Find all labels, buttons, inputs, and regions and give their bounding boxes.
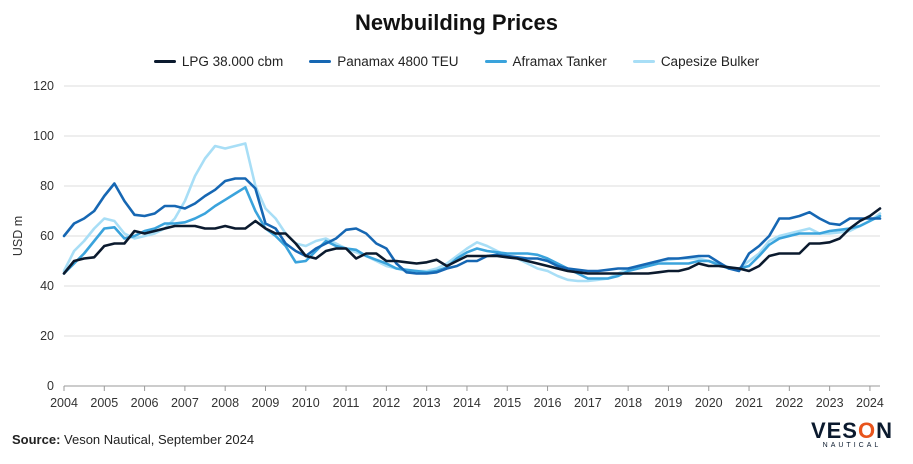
x-tick-label: 2005	[90, 396, 118, 410]
legend-swatch	[632, 60, 655, 63]
x-tick-label: 2006	[131, 396, 159, 410]
series-line-lpg-38-000-cbm	[62, 207, 882, 275]
legend-swatch	[484, 60, 507, 63]
source-label: Source:	[12, 432, 61, 447]
series-line-aframax-tanker	[62, 186, 882, 280]
y-tick-label: 120	[33, 79, 54, 93]
y-axis-label: USD m	[11, 216, 25, 256]
legend-swatch	[309, 60, 332, 63]
x-tick-label: 2015	[493, 396, 521, 410]
legend-item: LPG 38.000 cbm	[153, 54, 284, 69]
source-note: Source: Veson Nautical, September 2024	[12, 432, 254, 447]
x-tick-label: 2019	[655, 396, 683, 410]
x-tick-label: 2023	[816, 396, 844, 410]
x-tick-label: 2014	[453, 396, 481, 410]
x-tick-label: 2007	[171, 396, 199, 410]
x-tick-label: 2010	[292, 396, 320, 410]
x-tick-label: 2004	[50, 396, 78, 410]
y-tick-label: 40	[40, 279, 54, 293]
legend-label: LPG 38.000 cbm	[181, 54, 284, 69]
x-tick-label: 2024	[856, 396, 884, 410]
legend-label: Capesize Bulker	[660, 54, 760, 69]
y-tick-label: 60	[40, 229, 54, 243]
x-tick-label: 2022	[775, 396, 803, 410]
chart-legend: LPG 38.000 cbm Panamax 4800 TEU Aframax Ta…	[0, 54, 913, 69]
x-tick-label: 2011	[333, 396, 360, 410]
x-tick-label: 2012	[372, 396, 400, 410]
y-tick-label: 0	[47, 379, 54, 393]
x-tick-label: 2017	[574, 396, 602, 410]
legend-label: Aframax Tanker	[512, 54, 607, 69]
y-tick-label: 20	[40, 329, 54, 343]
chart-title: Newbuilding Prices	[355, 10, 558, 35]
y-tick-label: 80	[40, 179, 54, 193]
series-line-panamax-4800-teu	[62, 177, 882, 275]
legend-item: Capesize Bulker	[632, 54, 760, 69]
x-tick-label: 2013	[413, 396, 441, 410]
y-tick-label: 100	[33, 129, 54, 143]
x-tick-label: 2021	[735, 396, 763, 410]
legend-label: Panamax 4800 TEU	[337, 54, 459, 69]
x-tick-label: 2018	[614, 396, 642, 410]
x-tick-label: 2020	[695, 396, 723, 410]
x-tick-label: 2009	[252, 396, 280, 410]
source-text: Veson Nautical, September 2024	[60, 432, 255, 447]
legend-item: Aframax Tanker	[484, 54, 607, 69]
x-tick-label: 2008	[211, 396, 239, 410]
legend-item: Panamax 4800 TEU	[309, 54, 459, 69]
veson-logo: VESON NAUTICAL	[810, 418, 893, 450]
legend-swatch	[153, 60, 176, 63]
x-tick-label: 2016	[534, 396, 562, 410]
